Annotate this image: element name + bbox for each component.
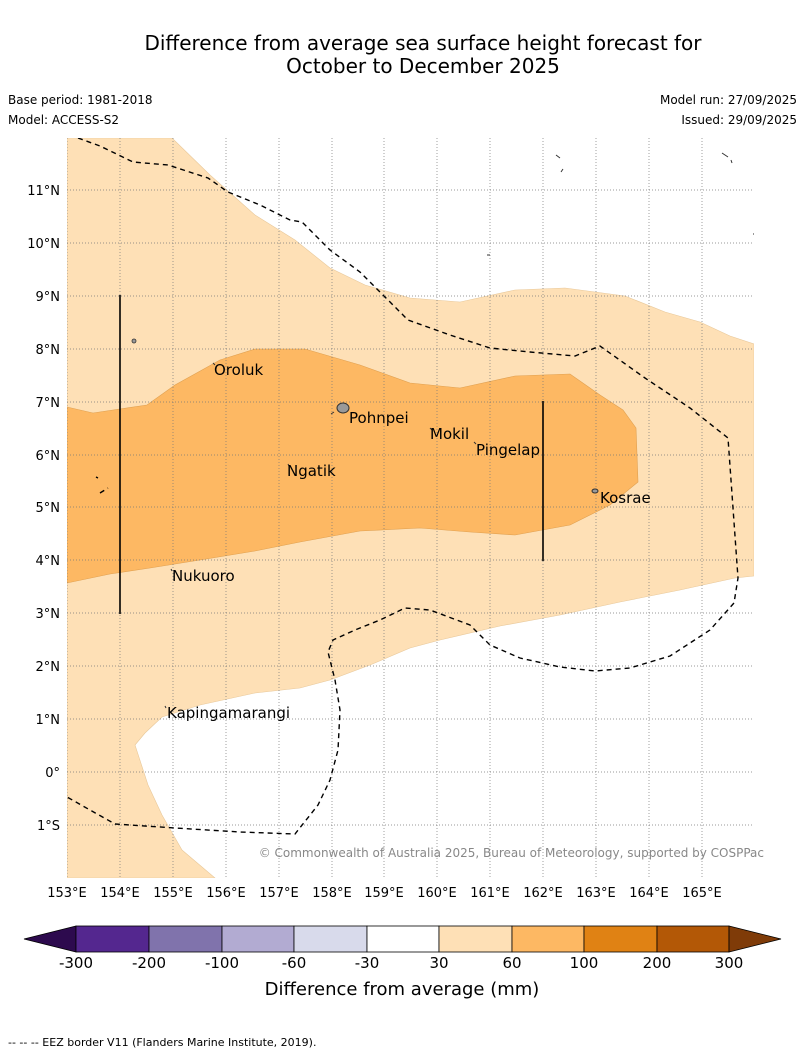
- lon-tick-label: 155°E: [153, 886, 193, 901]
- eez-source-note: -- -- -- EEZ border V11 (Flanders Marine…: [8, 1036, 317, 1049]
- lon-tick-label: 161°E: [470, 886, 510, 901]
- colorbar-tick-label: -100: [205, 954, 239, 972]
- lat-tick-label: 7°N: [36, 396, 61, 411]
- copyright-notice: © Commonwealth of Australia 2025, Bureau…: [259, 846, 764, 860]
- colorbar-tick-label: 60: [502, 954, 521, 972]
- base-period: Base period: 1981-2018: [8, 93, 153, 107]
- lon-tick-label: 158°E: [312, 886, 352, 901]
- title-line-1: Difference from average sea surface heig…: [144, 31, 702, 55]
- lat-tick-label: 6°N: [36, 449, 61, 464]
- atoll-mark: [131, 338, 137, 344]
- longitude-axis: 153°E 154°E 155°E 156°E 157°E 158°E 159°…: [47, 886, 722, 901]
- anomaly-region-60-100mm: [67, 348, 639, 584]
- colorbar-segment: [656, 925, 730, 953]
- colorbar-tick-label: 100: [570, 954, 599, 972]
- place-label-mokil: Mokil: [430, 425, 469, 443]
- lat-tick-label: 1°S: [37, 819, 60, 834]
- title-line-2: October to December 2025: [286, 54, 560, 78]
- issued-date: Issued: 29/09/2025: [681, 113, 797, 127]
- colorbar-tick-label: 30: [429, 954, 448, 972]
- lon-tick-label: 160°E: [417, 886, 457, 901]
- colorbar-tick-label: -200: [132, 954, 166, 972]
- pohnpei-island: [336, 402, 350, 414]
- colorbar-segment: [366, 925, 440, 953]
- kosrae-island: [591, 488, 599, 494]
- lon-tick-label: 162°E: [523, 886, 563, 901]
- lon-tick-label: 164°E: [629, 886, 669, 901]
- lon-tick-label: 163°E: [576, 886, 616, 901]
- lon-tick-label: 153°E: [47, 886, 87, 901]
- colorbar-ticks: -300 -200 -100 -60 -30 30 60 100 200 300: [59, 954, 743, 972]
- colorbar-segment: [221, 925, 295, 953]
- colorbar-tick-label: -300: [59, 954, 93, 972]
- eez-border: [67, 138, 739, 835]
- colorbar-tick-label: 200: [643, 954, 672, 972]
- lat-tick-label: 5°N: [36, 501, 61, 516]
- colorbar-segment: [438, 925, 513, 953]
- colorbar-segment: [511, 925, 585, 953]
- lat-tick-label: 10°N: [27, 237, 60, 252]
- colorbar-extend-high: [728, 925, 782, 953]
- place-label-kosrae: Kosrae: [600, 489, 651, 507]
- colorbar-segment: [293, 925, 368, 953]
- lon-tick-label: 159°E: [364, 886, 404, 901]
- colorbar: [23, 925, 782, 953]
- lat-tick-label: 4°N: [36, 554, 61, 569]
- place-label-pohnpei: Pohnpei: [349, 409, 409, 427]
- chart-title: Difference from average sea surface heig…: [0, 32, 804, 78]
- lon-tick-label: 156°E: [206, 886, 246, 901]
- model-run-date: Model run: 27/09/2025: [659, 93, 797, 107]
- place-label-oroluk: Oroluk: [214, 361, 263, 379]
- model-name: Model: ACCESS-S2: [8, 113, 120, 127]
- colorbar-tick-label: -60: [282, 954, 307, 972]
- lat-tick-label: 9°N: [36, 290, 61, 305]
- latitude-axis: 11°N 10°N 9°N 8°N 7°N 6°N 5°N 4°N 3°N 2°…: [27, 184, 60, 834]
- place-label-pingelap: Pingelap: [476, 441, 540, 459]
- lat-tick-label: 8°N: [36, 343, 61, 358]
- place-label-kapingamarangi: Kapingamarangi: [167, 704, 290, 722]
- colorbar-title: Difference from average (mm): [265, 979, 540, 1000]
- map-area: [67, 138, 754, 878]
- place-label-ngatik: Ngatik: [287, 462, 336, 480]
- colorbar-segment: [148, 925, 223, 953]
- lon-tick-label: 165°E: [682, 886, 722, 901]
- colorbar-tick-label: 300: [715, 954, 744, 972]
- lat-tick-label: 0°: [45, 766, 60, 781]
- colorbar-tick-label: -30: [355, 954, 380, 972]
- place-label-nukuoro: Nukuoro: [172, 567, 235, 585]
- colorbar-segment: [75, 925, 150, 953]
- lon-tick-label: 157°E: [259, 886, 299, 901]
- lat-tick-label: 11°N: [27, 184, 60, 199]
- lon-tick-label: 154°E: [100, 886, 140, 901]
- colorbar-segment: [583, 925, 658, 953]
- colorbar-extend-low: [23, 925, 77, 953]
- lat-tick-label: 1°N: [36, 713, 61, 728]
- lat-tick-label: 3°N: [36, 607, 61, 622]
- lat-tick-label: 2°N: [36, 660, 61, 675]
- graticule: [67, 138, 754, 878]
